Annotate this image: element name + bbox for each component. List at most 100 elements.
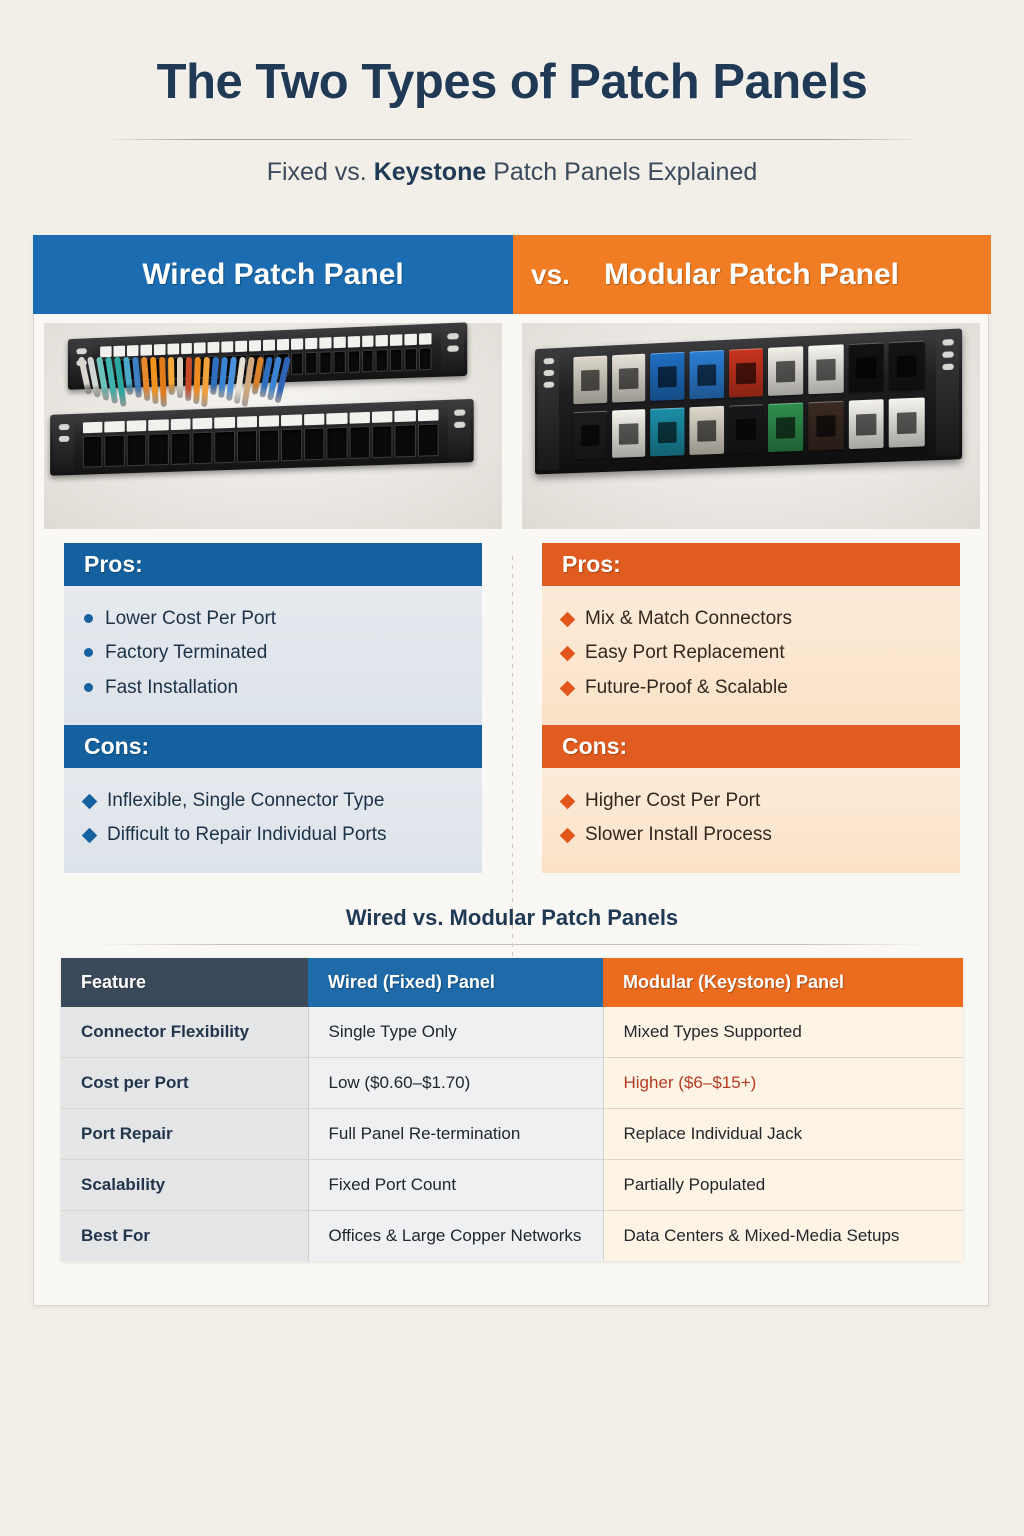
modular-panel-photo bbox=[512, 315, 990, 535]
keystone-row-top bbox=[573, 340, 925, 405]
page-subtitle: Fixed vs. Keystone Patch Panels Explaine… bbox=[0, 158, 1024, 187]
network-cable-icon bbox=[177, 357, 183, 398]
rj45-port-icon bbox=[290, 338, 303, 375]
bullet-diamond-icon bbox=[559, 646, 576, 662]
cell-modular: Mixed Types Supported bbox=[603, 1007, 963, 1058]
banner-left-label: Wired Patch Panel bbox=[142, 257, 404, 291]
table-head: Feature Wired (Fixed) Panel Modular (Key… bbox=[61, 958, 963, 1007]
table-col-wired: Wired (Fixed) Panel bbox=[308, 958, 603, 1007]
list-item: Mix & Match Connectors bbox=[559, 602, 940, 636]
rj45-port-icon bbox=[170, 418, 191, 465]
table-col-feature: Feature bbox=[61, 958, 308, 1007]
rj45-port-icon bbox=[281, 414, 302, 462]
rj45-port-icon bbox=[349, 411, 370, 460]
cell-wired: Low ($0.60–$1.70) bbox=[308, 1057, 604, 1109]
rack-ear-left-icon bbox=[537, 351, 559, 471]
subtitle-emphasis: Keystone bbox=[373, 158, 487, 186]
table-header-row: Feature Wired (Fixed) Panel Modular (Key… bbox=[61, 958, 963, 1007]
table-row: Best For Offices & Large Copper Networks D… bbox=[61, 1210, 963, 1261]
rack-ear-right-icon bbox=[936, 332, 960, 457]
cell-feature: Connector Flexibility bbox=[61, 1007, 309, 1058]
table-title-divider bbox=[94, 944, 930, 945]
modular-panel-image bbox=[534, 328, 963, 475]
bullet-diamond-icon bbox=[559, 827, 576, 844]
table-row: Scalability Fixed Port Count Partially Pop… bbox=[61, 1159, 963, 1211]
wired-pros-header: Pros: bbox=[64, 543, 482, 586]
keystone-jack-icon bbox=[848, 399, 884, 450]
network-cable-icon bbox=[210, 356, 219, 396]
table-row: Cost per Port Low ($0.60–$1.70) Higher ($6… bbox=[61, 1057, 963, 1109]
rj45-port-icon bbox=[104, 420, 125, 468]
cell-feature: Cost per Port bbox=[61, 1057, 309, 1109]
rj45-port-icon bbox=[126, 420, 147, 467]
table-col-modular: Modular (Keystone) Panel bbox=[603, 958, 963, 1007]
keystone-jack-icon bbox=[728, 348, 764, 398]
rj45-port-icon bbox=[333, 336, 346, 374]
keystone-jack-icon bbox=[768, 402, 804, 453]
bullet-diamond-icon bbox=[81, 793, 98, 810]
keystone-row-bottom bbox=[573, 397, 925, 460]
network-cable-icon bbox=[201, 356, 210, 408]
rack-ear-right-icon bbox=[447, 403, 471, 459]
list-item: Slower Install Process bbox=[559, 818, 940, 852]
bullet-diamond-icon bbox=[559, 793, 576, 810]
modular-cons-header: Cons: bbox=[542, 724, 960, 768]
wired-pros-cons-column: Pros: Lower Cost Per Port Factory Termina… bbox=[34, 543, 512, 873]
rj45-port-icon bbox=[404, 333, 418, 371]
cell-feature: Port Repair bbox=[61, 1108, 309, 1160]
table-body: Connector Flexibility Single Type Only Mix… bbox=[61, 1007, 963, 1261]
bullet-dot-icon bbox=[84, 648, 93, 658]
banner-right-modular: vs. Modular Patch Panel bbox=[513, 235, 991, 314]
network-cable-icon bbox=[185, 356, 192, 402]
keystone-jack-icon bbox=[889, 340, 925, 391]
keystone-jack-icon bbox=[689, 405, 724, 456]
cell-wired: Fixed Port Count bbox=[308, 1159, 604, 1211]
list-item: Inflexible, Single Connector Type bbox=[81, 784, 462, 818]
rj45-port-icon bbox=[319, 337, 332, 374]
rj45-port-icon bbox=[82, 421, 103, 468]
modular-pros-list: Mix & Match Connectors Easy Port Replacem… bbox=[559, 602, 940, 705]
list-item-label: Future-Proof & Scalable bbox=[585, 676, 788, 698]
cell-wired: Offices & Large Copper Networks bbox=[308, 1210, 604, 1261]
network-cable-icon bbox=[159, 356, 167, 408]
rj45-port-icon bbox=[303, 413, 325, 461]
bullet-dot-icon bbox=[84, 614, 93, 623]
wired-pros-list: Lower Cost Per Port Factory Terminated Fas… bbox=[84, 602, 462, 705]
list-item-label: Inflexible, Single Connector Type bbox=[107, 789, 385, 811]
product-photo-row bbox=[34, 315, 990, 535]
rj45-port-icon bbox=[347, 336, 360, 373]
rj45-port-icon bbox=[304, 337, 318, 375]
comparison-banner: Wired Patch Panel vs. Modular Patch Pane… bbox=[33, 235, 991, 314]
wired-panel-photo bbox=[34, 315, 512, 535]
keystone-jack-icon bbox=[768, 346, 804, 396]
cell-wired: Full Panel Re-termination bbox=[308, 1108, 604, 1160]
subtitle-prefix: Fixed vs. bbox=[266, 158, 374, 186]
keystone-jack-icon bbox=[611, 353, 646, 403]
keystone-jack-icon bbox=[611, 409, 646, 458]
keystone-jack-icon bbox=[848, 342, 884, 393]
bullet-diamond-icon bbox=[559, 680, 576, 696]
rj45-port-icon bbox=[375, 334, 389, 372]
comparison-table: Feature Wired (Fixed) Panel Modular (Key… bbox=[61, 958, 963, 1261]
rj45-port-icon bbox=[361, 335, 374, 373]
rj45-port-icon bbox=[390, 334, 403, 372]
cell-modular: Partially Populated bbox=[603, 1159, 963, 1211]
rj45-port-icon bbox=[236, 416, 258, 463]
rj45-port-icon bbox=[258, 415, 280, 462]
list-item-label: Higher Cost Per Port bbox=[585, 789, 761, 811]
list-item: Fast Installation bbox=[84, 671, 462, 705]
list-item-label: Lower Cost Per Port bbox=[105, 608, 277, 629]
page-title: The Two Types of Patch Panels bbox=[156, 55, 868, 109]
list-item: Difficult to Repair Individual Ports bbox=[81, 818, 462, 852]
list-item-label: Fast Installation bbox=[105, 676, 239, 698]
network-cable-icon bbox=[141, 356, 151, 402]
banner-vs-label: vs. bbox=[531, 258, 570, 290]
list-item-label: Mix & Match Connectors bbox=[585, 608, 792, 629]
bullet-diamond-icon bbox=[81, 827, 98, 844]
rj45-port-icon bbox=[417, 409, 439, 457]
network-cable-icon bbox=[132, 356, 142, 399]
keystone-jack-icon bbox=[573, 410, 607, 460]
wired-pros-body: Lower Cost Per Port Factory Terminated Fas… bbox=[64, 586, 482, 725]
list-item-label: Easy Port Replacement bbox=[585, 642, 785, 664]
wired-cons-body: Inflexible, Single Connector Type Difficu… bbox=[64, 767, 482, 873]
